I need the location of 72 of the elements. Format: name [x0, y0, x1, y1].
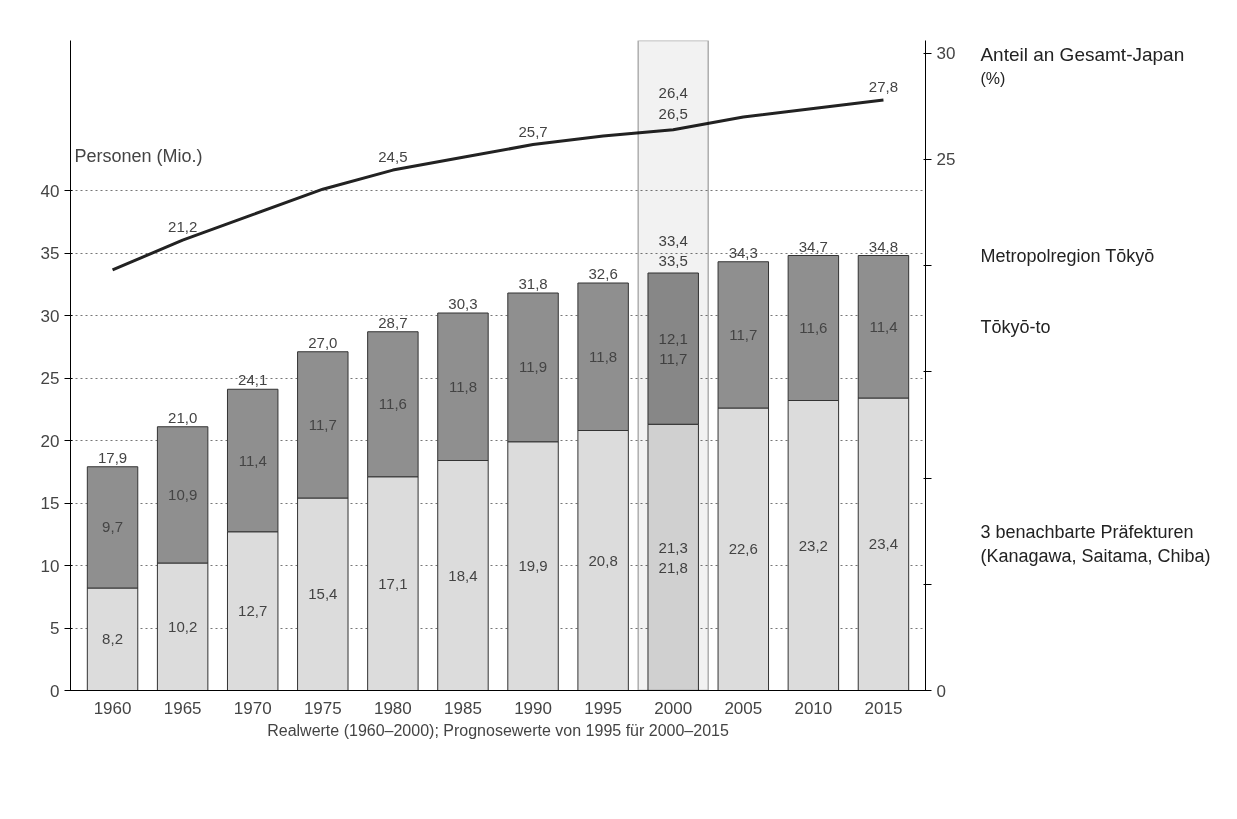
y2-axis-title: (%)	[980, 70, 1006, 87]
text: Anteil an Gesamt-Japan	[980, 44, 1185, 65]
y2-tick-label: 25	[936, 150, 956, 170]
x-tick-label: 1960	[93, 698, 132, 718]
data-label: 11,6	[378, 395, 407, 413]
data-label: 11,7	[729, 325, 758, 343]
data-label: 20,8	[588, 551, 618, 569]
data-label: 18,4	[448, 566, 478, 584]
x-tick-label: 2000	[654, 698, 693, 718]
text: Metropolregion Tōkyō	[980, 245, 1155, 266]
data-label: 15,4	[308, 585, 338, 603]
x-tick-label: 1985	[444, 698, 482, 718]
y-tick-label: 35	[40, 244, 60, 263]
x-tick-label: 1970	[233, 698, 272, 718]
total-label: 34,8	[868, 237, 899, 255]
total-label: 31,8	[518, 275, 548, 292]
x-tick-label: 2015	[864, 698, 903, 718]
y-tick-label: 15	[40, 494, 60, 513]
total-label: 33,4 33,5	[658, 231, 688, 269]
data-label: 21,3 21,8	[658, 538, 688, 577]
total-label: 17,9	[97, 448, 128, 466]
data-label: 11,4	[869, 317, 898, 335]
total-label: 34,3	[728, 243, 758, 261]
x-tick-label: 2010	[794, 698, 833, 718]
text: Tōkyō-to	[980, 316, 1051, 337]
x-tick-label: 1980	[373, 698, 412, 718]
x-tick-label: 1975	[303, 698, 342, 718]
x-tick-label: 1965	[163, 698, 202, 718]
total-label: 24,1	[238, 371, 268, 389]
data-label: 22,6	[728, 540, 758, 558]
data-label: 11,4	[238, 451, 267, 469]
y-tick-label: 30	[40, 306, 60, 326]
data-label: 10,9	[168, 485, 198, 503]
data-label: 11,8	[448, 377, 478, 395]
data-label: 11,7	[308, 415, 337, 433]
y-tick-label: 10	[40, 556, 60, 576]
data-label: 25,7	[518, 122, 548, 140]
total-label: 28,7	[378, 313, 408, 331]
y-tick-label: 5	[50, 619, 60, 638]
data-label: 11,6	[799, 319, 828, 336]
y-axis-title: Personen (Mio.)	[74, 145, 203, 166]
data-label: 24,5	[378, 148, 408, 166]
total-label: 34,7	[798, 237, 828, 255]
data-label: 19,9	[518, 557, 548, 575]
data-label: 12,7	[238, 602, 268, 620]
data-label: 21,2	[168, 218, 198, 236]
y-tick-label: 20	[40, 431, 60, 451]
data-label: 11,9	[519, 358, 548, 376]
total-label: 30,3	[448, 295, 478, 312]
data-label: 23,4	[868, 535, 899, 553]
data-label: 17,1	[378, 574, 408, 592]
data-label: 26,4 26,5	[658, 84, 688, 122]
x-axis-title: Realwerte (1960–2000); Prognosewerte von 1995 für 2000–2015	[267, 721, 729, 739]
x-tick-label: 1990	[514, 698, 552, 718]
total-label: 32,6	[588, 265, 618, 282]
data-label: 9,7	[102, 518, 123, 536]
data-label: 27,8	[868, 77, 899, 95]
total-label: 27,0	[308, 333, 338, 351]
total-label: 21,0	[168, 408, 198, 426]
y-tick-label: 40	[40, 181, 60, 201]
y-tick-label: 0	[50, 681, 60, 701]
y2-tick-label: 0	[936, 681, 946, 701]
data-label: 23,2	[798, 536, 828, 554]
data-label: 11,8	[589, 347, 618, 365]
data-label: 8,2	[102, 630, 123, 648]
x-tick-label: 1995	[584, 698, 623, 718]
x-tick-label: 2005	[724, 698, 763, 718]
data-label: 12,1 11,7	[658, 329, 688, 368]
y-tick-label: 25	[40, 369, 60, 388]
text: 3 benachbarte Präfekturen (Kanagawa, Saitama, Chiba)	[980, 522, 1211, 567]
data-label: 10,2	[168, 617, 198, 635]
y2-tick-label: 30	[936, 44, 956, 64]
